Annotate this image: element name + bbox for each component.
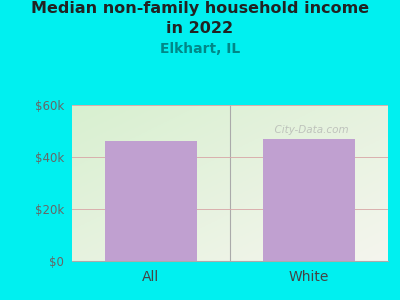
Text: Median non-family household income: Median non-family household income [31,2,369,16]
Text: in 2022: in 2022 [166,21,234,36]
Bar [105,141,197,261]
Text: City-Data.com: City-Data.com [268,125,348,135]
Bar [263,139,355,261]
Text: Elkhart, IL: Elkhart, IL [160,42,240,56]
